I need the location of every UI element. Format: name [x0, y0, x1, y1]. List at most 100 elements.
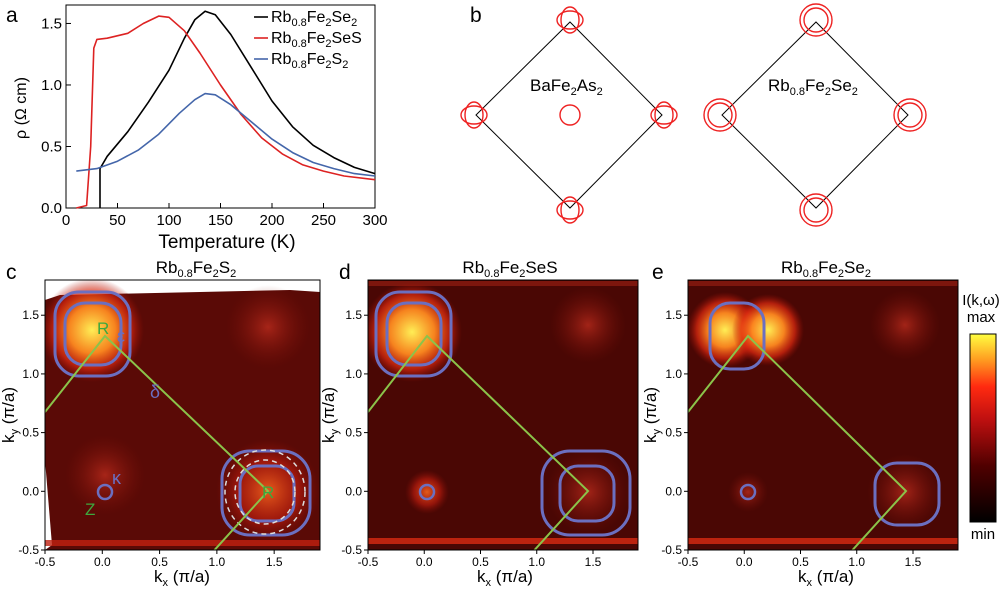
fermi-contour: [873, 461, 941, 527]
plot-frame-a: [65, 4, 376, 209]
curve-rb-fe-ses: [76, 15, 376, 209]
fermi-contour: [374, 290, 453, 378]
y-tick-label: 0.0: [665, 484, 682, 498]
colorbar-min-label: min: [971, 526, 995, 543]
x-tick-label: -0.5: [358, 555, 379, 569]
pocket: [556, 200, 584, 220]
x-tick-label: 0.0: [736, 555, 753, 569]
pocket: [560, 196, 580, 224]
intensity-spot: [732, 294, 804, 366]
map-band-top: [368, 281, 638, 286]
pocket: [650, 105, 678, 125]
legend-entry: Rb0.8Fe2SeS: [271, 30, 362, 50]
pocket: [803, 197, 829, 223]
y-tick-label: 0.0: [22, 484, 39, 498]
y-tick-label: -0.5: [18, 543, 39, 557]
brillouin-zone-left: [475, 21, 663, 209]
colorbar-gradient: [969, 333, 997, 523]
pocket: [897, 102, 923, 128]
x-tick-label: 1.0: [209, 555, 226, 569]
x-tick-label: 1.0: [848, 555, 865, 569]
point-label-Z: Z: [85, 500, 95, 519]
curve-rb-fe-s2: [76, 92, 376, 177]
x-tick-label: 50: [109, 212, 126, 229]
x-tick-label: 100: [156, 212, 181, 229]
fermi-pockets-right: [703, 3, 927, 227]
x-tick-label: 0: [62, 212, 70, 229]
y-tick-label: 1.0: [665, 367, 682, 381]
x-tick-label: 1.5: [585, 555, 602, 569]
y-tick-label: -0.5: [341, 543, 362, 557]
y-tick-label: 0.0: [345, 484, 362, 498]
y-axis-label-a: ρ (Ω cm): [13, 77, 30, 139]
compound-label-right: Rb0.8Fe2Se2: [768, 76, 858, 98]
pocket: [803, 7, 829, 33]
pocket: [560, 6, 580, 34]
x-tick-label: 0.5: [792, 555, 809, 569]
fermi-contour: [53, 290, 132, 378]
panel-letter-b: b: [470, 4, 482, 27]
x-tick-label: 0.0: [94, 555, 111, 569]
y-tick-label: 1.5: [665, 308, 682, 322]
axis-ticks-e: -0.5 0.0 0.5 1.0 1.5 -0.5 0.0 0.5 1.0 1.5: [661, 308, 921, 569]
x-tick-label: -0.5: [678, 555, 699, 569]
kappa-pocket: [739, 483, 757, 501]
panel-letter-e: e: [652, 261, 664, 284]
x-tick-label: -0.5: [35, 555, 56, 569]
pocket: [799, 3, 833, 37]
intensity-map-d: [368, 280, 638, 550]
pocket: [703, 98, 737, 132]
intensity-spot: [226, 285, 310, 369]
x-tick-label: 250: [311, 212, 336, 229]
map-title-c: Rb0.8Fe2S2: [156, 258, 236, 280]
y-tick-label: 1.0: [345, 367, 362, 381]
map-title-e: Rb0.8Fe2Se2: [781, 258, 871, 280]
intensity-map-c: [45, 280, 320, 550]
y-axis-label-c: ky (π/a): [0, 387, 21, 443]
y-tick-label: 1.5: [345, 308, 362, 322]
x-tick-label: 0.5: [151, 555, 168, 569]
x-tick-label: 200: [259, 212, 284, 229]
x-tick-label: 300: [362, 212, 387, 229]
brillouin-zone-right: [721, 21, 909, 209]
map-band: [368, 538, 638, 544]
plot-frame-e: [687, 279, 959, 551]
colorbar: I(k,ω) max min: [962, 292, 1000, 543]
pocket: [707, 102, 733, 128]
plot-frame-c: [44, 279, 321, 551]
y-tick-label: -0.5: [661, 543, 682, 557]
fermi-surface-schematic: BaFe2As2 Rb0.8Fe2Se2: [460, 3, 927, 227]
kappa-pocket: [96, 483, 114, 501]
point-label-R-right: R: [262, 483, 274, 502]
axis-ticks-c: -0.5 0.0 0.5 1.0 1.5 -0.5 0.0 0.5 1.0 1.5: [18, 308, 283, 569]
zone-boundary: [45, 334, 270, 550]
x-tick-label: 0.5: [472, 555, 489, 569]
map-band-top: [688, 281, 958, 286]
x-tick-label: 1.5: [905, 555, 922, 569]
map-title-d: Rb0.8Fe2SeS: [462, 258, 557, 280]
pocket: [464, 101, 484, 129]
axis-ticks-d: -0.5 0.0 0.5 1.0 1.5 -0.5 0.0 0.5 1.0 1.5: [341, 308, 601, 569]
intensity-spot: [870, 290, 940, 360]
point-label-epsilon: ε: [117, 326, 125, 346]
fermi-contour: [385, 301, 443, 367]
fermi-contour: [558, 464, 616, 523]
map-band: [688, 538, 958, 544]
y-tick-label: 0.5: [345, 426, 362, 440]
pocket: [893, 98, 927, 132]
y-tick-label: 1.0: [22, 367, 39, 381]
y-axis-label-e: ky (π/a): [641, 387, 663, 443]
zone-boundary: [688, 334, 908, 550]
zone-boundary: [368, 334, 590, 550]
pocket: [654, 101, 674, 129]
fermi-contour-dashed: [234, 459, 296, 525]
pocket: [556, 10, 584, 30]
y-tick-label: 0.0: [41, 200, 62, 217]
intensity-spot: [728, 472, 768, 512]
plot-frame-d: [367, 279, 639, 551]
x-tick-label: 150: [208, 212, 233, 229]
resistivity-chart: 0 50 100 150 200 250 300 0.0 0.5 1.0 1.5 Temperatu…: [13, 4, 388, 253]
panel-letter-a: a: [6, 4, 18, 27]
